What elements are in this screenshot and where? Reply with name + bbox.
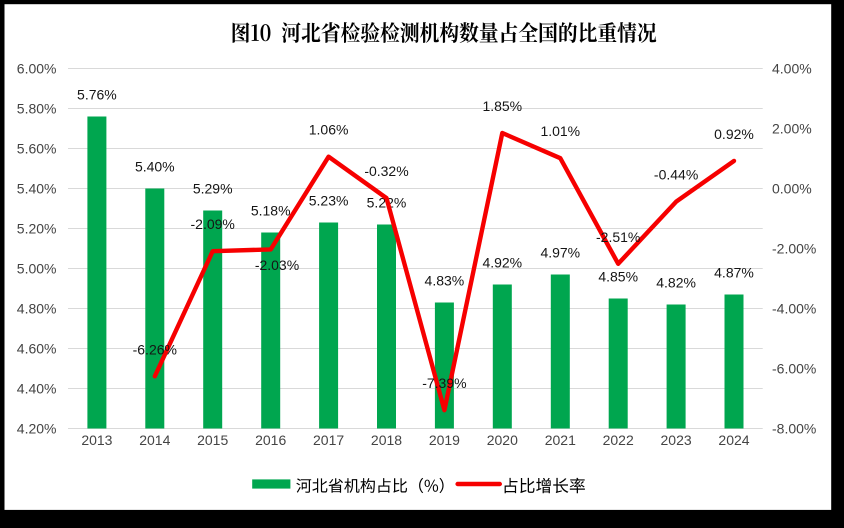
svg-text:-4.00%: -4.00% [772, 301, 816, 317]
svg-text:2020: 2020 [487, 432, 518, 448]
svg-text:4.87%: 4.87% [714, 265, 754, 281]
svg-text:2017: 2017 [313, 432, 344, 448]
svg-text:4.97%: 4.97% [540, 245, 580, 261]
svg-text:2024: 2024 [718, 432, 749, 448]
svg-text:2016: 2016 [255, 432, 286, 448]
svg-text:2015: 2015 [197, 432, 228, 448]
svg-text:2013: 2013 [81, 432, 112, 448]
svg-text:-2.51%: -2.51% [596, 229, 640, 245]
svg-text:4.82%: 4.82% [656, 275, 696, 291]
svg-text:2014: 2014 [139, 432, 170, 448]
svg-text:4.83%: 4.83% [425, 273, 465, 289]
svg-text:2.00%: 2.00% [772, 121, 812, 137]
svg-text:5.80%: 5.80% [17, 101, 57, 117]
svg-text:2023: 2023 [661, 432, 692, 448]
svg-text:5.18%: 5.18% [251, 203, 291, 219]
svg-text:4.85%: 4.85% [598, 269, 638, 285]
svg-text:5.29%: 5.29% [193, 181, 233, 197]
svg-text:-6.26%: -6.26% [133, 341, 177, 357]
svg-text:0.00%: 0.00% [772, 181, 812, 197]
svg-text:4.60%: 4.60% [17, 341, 57, 357]
svg-text:-7.39%: -7.39% [422, 375, 466, 391]
svg-text:5.23%: 5.23% [309, 193, 349, 209]
svg-text:5.20%: 5.20% [17, 221, 57, 237]
svg-text:6.00%: 6.00% [17, 61, 57, 77]
svg-text:1.01%: 1.01% [540, 123, 580, 139]
svg-text:-2.00%: -2.00% [772, 241, 816, 257]
svg-text:4.80%: 4.80% [17, 301, 57, 317]
svg-text:5.00%: 5.00% [17, 261, 57, 277]
svg-text:2021: 2021 [545, 432, 576, 448]
svg-text:0.92%: 0.92% [714, 126, 754, 142]
svg-text:4.00%: 4.00% [772, 61, 812, 77]
svg-text:1.06%: 1.06% [309, 122, 349, 138]
svg-text:5.40%: 5.40% [135, 159, 175, 175]
svg-text:5.40%: 5.40% [17, 181, 57, 197]
svg-text:5.60%: 5.60% [17, 141, 57, 157]
svg-text:-0.44%: -0.44% [654, 167, 698, 183]
svg-text:-2.09%: -2.09% [191, 216, 235, 232]
svg-text:-0.32%: -0.32% [364, 163, 408, 179]
svg-text:-2.03%: -2.03% [255, 257, 299, 273]
svg-text:4.40%: 4.40% [17, 381, 57, 397]
svg-text:2019: 2019 [429, 432, 460, 448]
svg-text:-6.00%: -6.00% [772, 361, 816, 377]
svg-text:1.85%: 1.85% [482, 98, 522, 114]
svg-text:2018: 2018 [371, 432, 402, 448]
svg-text:2022: 2022 [603, 432, 634, 448]
svg-text:5.76%: 5.76% [77, 87, 117, 103]
svg-text:4.92%: 4.92% [482, 255, 522, 271]
svg-text:-8.00%: -8.00% [772, 421, 816, 437]
svg-text:4.20%: 4.20% [17, 421, 57, 437]
